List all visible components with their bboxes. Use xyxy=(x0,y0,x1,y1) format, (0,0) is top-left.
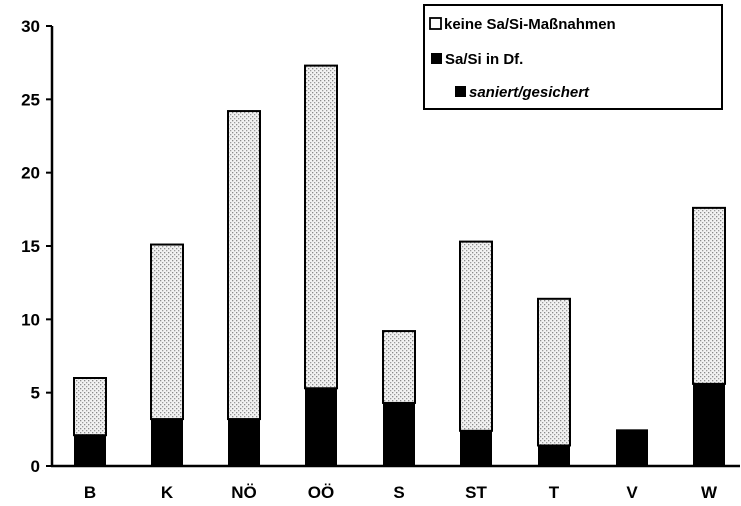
legend-swatch-in-df xyxy=(431,53,442,64)
y-tick-label: 5 xyxy=(31,384,40,403)
legend-swatch-saniert xyxy=(455,86,466,97)
y-tick-label: 25 xyxy=(21,90,40,109)
bar-segment-v-1 xyxy=(616,429,648,466)
legend-label-keine: keine Sa/Si-Maßnahmen xyxy=(444,16,616,33)
bar-segment-w-2 xyxy=(692,206,726,385)
bar-segment-nö-1 xyxy=(228,419,260,466)
x-tick-label: T xyxy=(549,483,560,502)
bar-segment-w-1 xyxy=(693,383,725,466)
y-tick-label: 10 xyxy=(21,310,40,329)
x-tick-label: W xyxy=(701,483,718,502)
legend-label-saniert: saniert/gesichert xyxy=(469,84,590,101)
bar-segment-oö-2 xyxy=(304,64,338,390)
legend: keine Sa/Si-Maßnahmen Sa/Si in Df. sanie… xyxy=(423,4,723,110)
bar-segment-t-2 xyxy=(537,297,571,447)
x-tick-label: V xyxy=(626,483,638,502)
x-tick-label: NÖ xyxy=(231,483,257,502)
bar-segment-b-1 xyxy=(74,435,106,466)
y-tick-label: 15 xyxy=(21,237,40,256)
legend-box xyxy=(423,4,723,110)
bar-segment-st-2 xyxy=(459,240,493,432)
x-tick-label: OÖ xyxy=(308,483,334,502)
bar-segment-nö-2 xyxy=(227,110,261,421)
legend-label-in-df: Sa/Si in Df. xyxy=(445,51,523,68)
x-tick-label: ST xyxy=(465,483,487,502)
bar-segment-s-2 xyxy=(382,330,416,404)
y-tick-label: 30 xyxy=(21,17,40,36)
bar-segment-k-2 xyxy=(150,243,184,421)
x-tick-label: K xyxy=(161,483,174,502)
bar-segment-t-1 xyxy=(538,445,570,466)
legend-swatch-keine xyxy=(429,17,442,30)
x-tick-label: B xyxy=(84,483,96,502)
bar-segment-s-1 xyxy=(383,402,415,466)
bar-segment-oö-1 xyxy=(305,388,337,466)
x-tick-label: S xyxy=(393,483,404,502)
bar-segment-k-1 xyxy=(151,419,183,466)
bar-segment-b-2 xyxy=(73,377,107,437)
y-tick-label: 0 xyxy=(31,457,40,476)
bar-segment-st-1 xyxy=(460,430,492,466)
y-tick-label: 20 xyxy=(21,164,40,183)
